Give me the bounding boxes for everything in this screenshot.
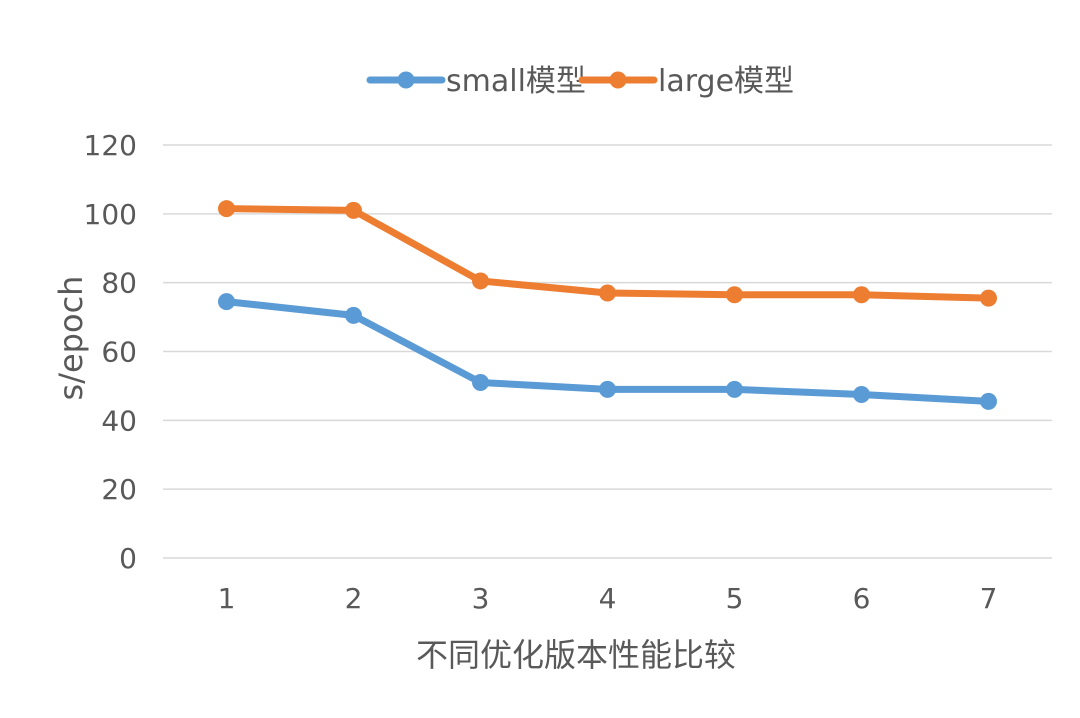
x-tick-label: 7	[980, 582, 998, 615]
y-axis-ticks: 0 20 40 60 80 100 120	[84, 129, 137, 575]
y-tick-label: 80	[101, 267, 137, 300]
data-point	[218, 293, 235, 311]
data-point	[980, 392, 997, 410]
gridlines	[163, 144, 1052, 559]
legend-item-1: small模型	[366, 64, 586, 99]
y-tick-label: 0	[119, 542, 137, 575]
series-2	[218, 200, 997, 307]
x-axis-ticks: 1 2 3 4 5 6 7	[218, 582, 998, 615]
data-point	[853, 286, 870, 304]
x-tick-label: 4	[599, 582, 617, 615]
legend-marker	[397, 71, 415, 89]
y-tick-label: 20	[101, 473, 137, 506]
data-point	[599, 284, 616, 302]
x-tick-label: 1	[218, 582, 236, 615]
data-point	[218, 200, 235, 218]
series-1	[218, 293, 997, 410]
legend-label: large模型	[658, 64, 794, 99]
data-point	[599, 380, 616, 398]
x-tick-label: 6	[853, 582, 871, 615]
legend: small模型 large模型	[366, 64, 794, 99]
legend-item-2: large模型	[578, 64, 794, 99]
data-point	[345, 306, 362, 324]
data-point	[472, 373, 489, 391]
y-tick-label: 120	[84, 129, 137, 162]
legend-label: small模型	[446, 64, 586, 99]
x-tick-label: 2	[345, 582, 363, 615]
x-tick-label: 5	[726, 582, 744, 615]
data-point	[853, 386, 870, 404]
data-point	[472, 272, 489, 290]
data-point	[726, 380, 743, 398]
data-point	[980, 289, 997, 307]
y-tick-label: 60	[101, 336, 137, 369]
y-tick-label: 100	[84, 198, 137, 231]
y-tick-label: 40	[101, 404, 137, 437]
data-point	[345, 201, 362, 219]
legend-marker	[609, 71, 627, 89]
x-tick-label: 3	[472, 582, 490, 615]
x-axis-title: 不同优化版本性能比较	[416, 636, 736, 674]
series-lines	[218, 200, 997, 410]
y-axis-title: s/epoch	[52, 276, 90, 401]
data-point	[726, 286, 743, 304]
